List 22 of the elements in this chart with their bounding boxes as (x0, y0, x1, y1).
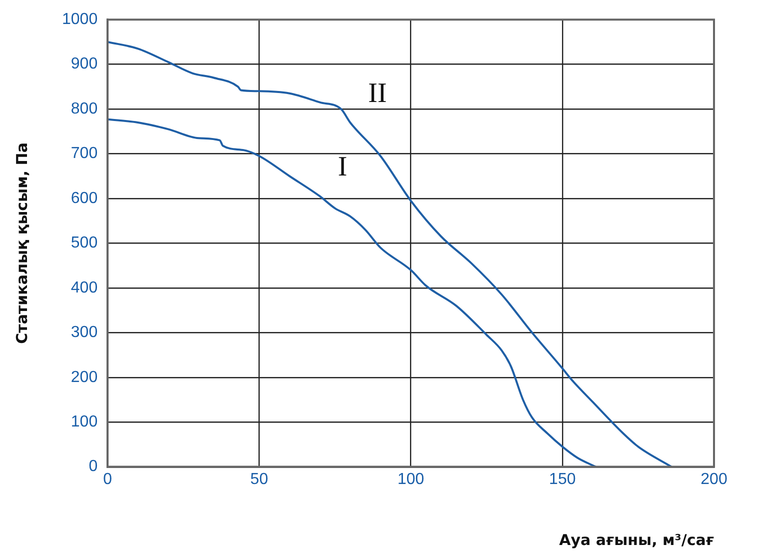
x-tick-label: 50 (250, 470, 268, 488)
y-tick-label: 200 (70, 368, 98, 386)
x-axis-title: Ауа ағыны, м³/сағ (559, 530, 714, 549)
series-label: I (338, 152, 348, 183)
line-series (108, 40, 673, 467)
y-tick-label: 1000 (62, 11, 98, 28)
y-tick-label: 600 (70, 190, 98, 207)
y-tick-label: 100 (70, 413, 98, 430)
y-tick-label: 300 (70, 324, 98, 342)
y-tick-label: 400 (70, 279, 98, 296)
x-tick-label: 150 (549, 470, 576, 488)
y-tick-label: 700 (70, 145, 98, 162)
y-tick-label: 500 (70, 234, 98, 252)
x-tick-label: 200 (700, 470, 728, 488)
x-tick-label: 100 (397, 470, 424, 488)
y-axis-title: Статикалық қысым, Па (12, 142, 31, 344)
y-tick-label: 900 (70, 56, 98, 73)
line-series (108, 118, 597, 467)
series-label: II (368, 78, 387, 109)
x-tick-label: 0 (103, 470, 112, 488)
y-tick-label: 0 (88, 458, 98, 476)
y-tick-label: 800 (70, 100, 98, 118)
